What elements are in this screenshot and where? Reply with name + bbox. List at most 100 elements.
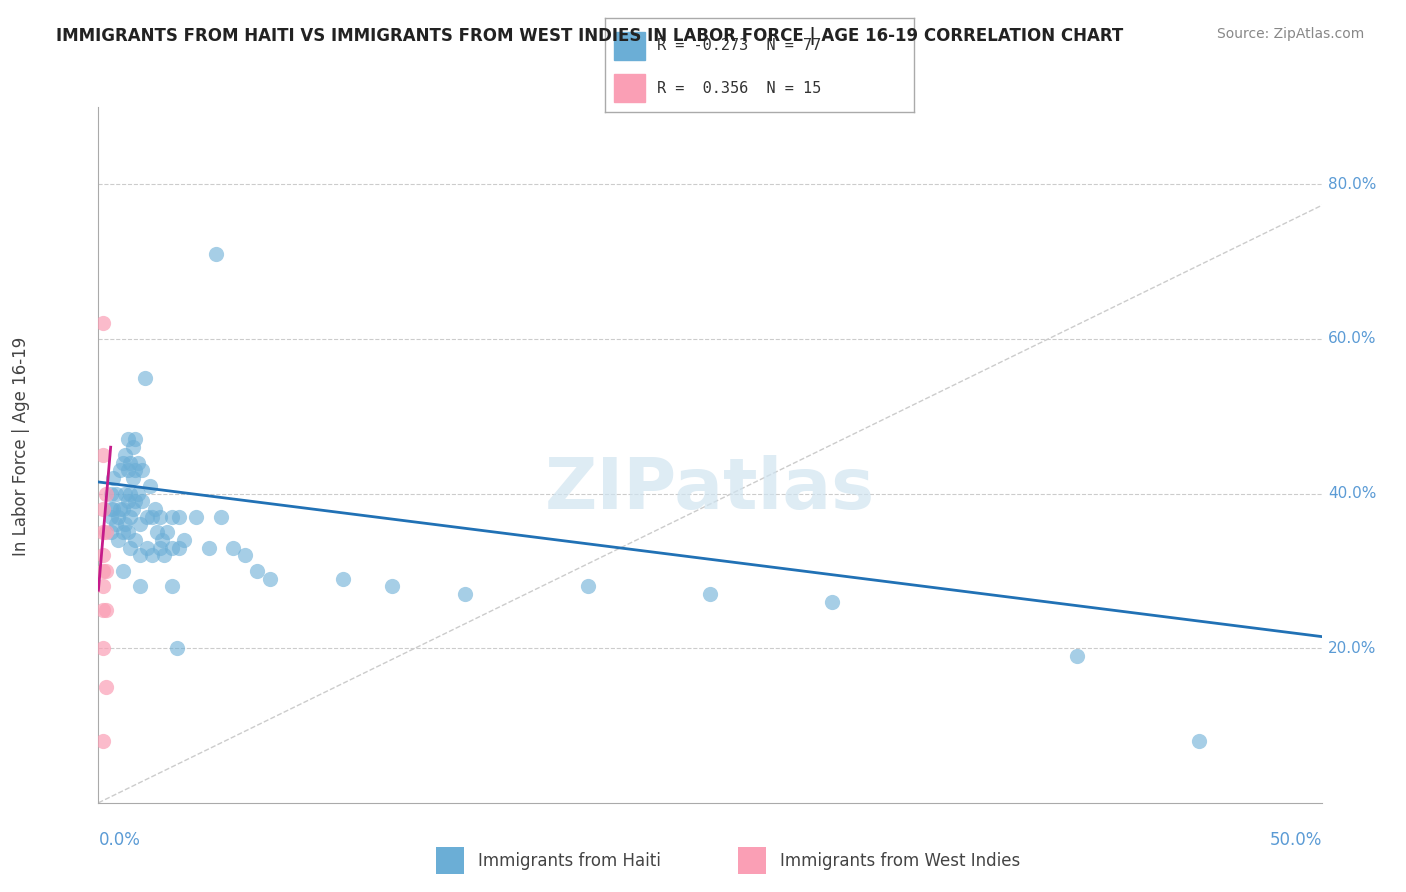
Point [167,509,190,524]
Point [197,541,219,555]
Point [94,525,117,540]
Point [129,517,152,532]
Point [186,509,208,524]
Point [139,479,162,493]
Point [114,448,136,462]
Point [131,494,153,508]
Point [124,533,146,547]
Point [332,572,354,586]
Point [149,509,172,524]
Point [129,549,152,563]
Point [381,579,404,593]
Point [94,486,117,500]
Text: 0.0%: 0.0% [98,830,141,848]
Point [120,456,142,470]
Bar [614,32,645,60]
Point [136,541,159,555]
Point [100,486,122,500]
Point [91,317,114,331]
Point [149,541,172,555]
Text: 20.0%: 20.0% [1327,640,1376,656]
Point [209,509,232,524]
Point [1066,648,1088,663]
Point [91,525,114,540]
Point [129,579,152,593]
Point [166,641,188,656]
Point [117,494,139,508]
Bar [436,847,464,874]
Point [136,509,159,524]
Text: R =  0.356  N = 15: R = 0.356 N = 15 [657,80,821,95]
Point [111,502,134,516]
Point [91,602,114,616]
Point [124,494,146,508]
Point [94,680,117,694]
Point [454,587,477,601]
Point [110,502,132,516]
Point [104,486,127,500]
Point [150,533,173,547]
Bar [738,847,766,874]
Point [120,541,142,555]
Point [100,502,122,516]
Point [246,564,269,578]
Point [91,641,114,656]
Point [111,456,134,470]
Point [146,525,169,540]
Text: 40.0%: 40.0% [1327,486,1376,501]
Point [101,502,124,516]
Point [821,595,844,609]
Point [141,549,163,563]
Point [160,541,183,555]
Point [104,517,127,532]
Point [94,602,117,616]
Point [160,509,183,524]
Point [167,541,190,555]
Text: Source: ZipAtlas.com: Source: ZipAtlas.com [1216,27,1364,41]
Text: 80.0%: 80.0% [1327,177,1376,192]
Point [120,486,142,500]
Point [124,433,146,447]
Text: 50.0%: 50.0% [1270,830,1322,848]
Point [111,525,134,540]
Point [120,509,142,524]
Point [153,549,176,563]
Point [111,564,134,578]
Point [91,448,114,462]
Text: Immigrants from West Indies: Immigrants from West Indies [780,852,1021,870]
Text: ZIPatlas: ZIPatlas [546,455,875,524]
Point [259,572,281,586]
Text: In Labor Force | Age 16-19: In Labor Force | Age 16-19 [13,336,30,556]
Point [117,433,139,447]
Point [1188,734,1211,748]
Point [100,525,122,540]
Point [107,509,129,524]
Point [101,471,124,485]
Point [699,587,721,601]
Point [114,486,136,500]
Point [121,471,143,485]
Point [124,463,146,477]
Point [107,533,129,547]
Point [131,463,153,477]
Point [173,533,195,547]
Point [143,502,166,516]
Point [222,541,245,555]
Point [127,456,149,470]
Point [91,549,114,563]
Point [121,440,143,454]
Text: R = -0.273  N = 77: R = -0.273 N = 77 [657,38,821,54]
Text: Immigrants from Haiti: Immigrants from Haiti [478,852,661,870]
Point [91,564,114,578]
Point [205,247,228,261]
Point [94,564,117,578]
Point [233,549,256,563]
Point [100,509,122,524]
Text: IMMIGRANTS FROM HAITI VS IMMIGRANTS FROM WEST INDIES IN LABOR FORCE | AGE 16-19 : IMMIGRANTS FROM HAITI VS IMMIGRANTS FROM… [56,27,1123,45]
Point [121,502,143,516]
Point [91,502,114,516]
Point [156,525,179,540]
Point [160,579,183,593]
Point [114,517,136,532]
Point [91,579,114,593]
